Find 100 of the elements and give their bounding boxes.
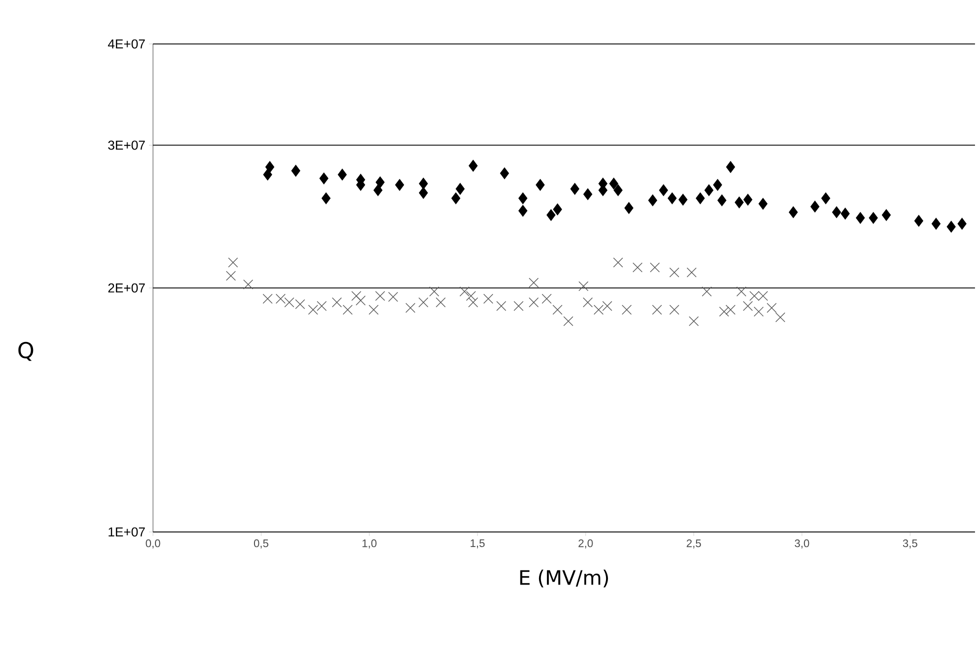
point: [546, 209, 556, 221]
point: [609, 178, 618, 190]
point: [832, 206, 842, 218]
point: [602, 301, 612, 311]
x-tick-label: 3,0: [794, 539, 810, 548]
point: [226, 270, 236, 281]
point: [228, 258, 238, 268]
point: [810, 200, 820, 212]
point: [594, 304, 604, 315]
y-tick-label: 1E+07: [108, 527, 145, 537]
x-tick-label: 1,0: [362, 539, 376, 548]
point: [468, 297, 478, 308]
point: [648, 194, 658, 206]
point: [614, 184, 623, 196]
point: [758, 198, 768, 210]
point: [338, 168, 347, 180]
point: [736, 286, 746, 296]
point: [726, 161, 736, 173]
point: [376, 176, 385, 188]
x-tick-label: 0,0: [146, 539, 160, 548]
x-tick-label: 2,0: [578, 539, 593, 548]
point: [766, 302, 777, 313]
x-tick-label: 0,5: [254, 539, 268, 548]
point: [262, 294, 273, 304]
point: [265, 161, 274, 173]
point: [688, 316, 699, 326]
point: [542, 294, 552, 304]
point: [514, 301, 524, 311]
point: [460, 286, 470, 296]
point: [276, 294, 286, 304]
point: [483, 294, 494, 304]
point: [374, 184, 382, 196]
point: [468, 160, 478, 172]
point: [742, 301, 753, 311]
y-tick-label: 3E+07: [108, 140, 145, 150]
point: [958, 218, 967, 230]
point: [570, 183, 580, 195]
point: [659, 184, 668, 196]
point: [536, 179, 545, 191]
point: [395, 179, 404, 191]
point: [243, 279, 254, 290]
point: [743, 194, 752, 206]
point: [553, 204, 562, 216]
point: [719, 306, 730, 317]
point: [496, 301, 506, 311]
point: [821, 192, 830, 204]
point: [456, 183, 465, 195]
point: [932, 218, 941, 230]
point: [717, 194, 726, 206]
point: [291, 164, 300, 177]
point: [429, 286, 440, 296]
point: [622, 304, 632, 315]
point: [686, 268, 697, 278]
point: [563, 316, 574, 326]
point: [856, 212, 865, 224]
y-axis-title: Q: [18, 342, 34, 361]
y-tick-label: 2E+07: [108, 283, 145, 293]
point: [726, 304, 736, 315]
point: [263, 168, 272, 180]
point: [946, 220, 956, 233]
point: [451, 192, 460, 204]
point: [308, 304, 318, 315]
point: [734, 196, 744, 208]
point: [669, 304, 680, 315]
x-tick-label: 2,5: [686, 539, 701, 548]
point: [678, 194, 688, 206]
point: [418, 297, 428, 308]
point: [696, 192, 705, 204]
point: [788, 206, 798, 218]
point: [322, 192, 331, 204]
point: [868, 212, 878, 224]
point: [632, 262, 642, 272]
point: [466, 291, 476, 301]
x-tick-label: 3,5: [902, 539, 918, 548]
point: [368, 304, 379, 315]
point: [388, 292, 398, 302]
point: [669, 268, 680, 278]
point: [332, 297, 342, 308]
point: [840, 208, 850, 220]
point: [882, 209, 891, 221]
point: [775, 312, 786, 322]
point: [754, 306, 764, 317]
x-axis-title: E (MV/m): [520, 570, 608, 588]
point: [613, 258, 624, 268]
point: [351, 291, 362, 301]
point: [518, 192, 528, 204]
point: [405, 302, 416, 313]
point: [668, 192, 677, 204]
point: [436, 297, 446, 308]
point: [375, 291, 386, 301]
point: [319, 172, 328, 184]
point: [418, 178, 428, 190]
point: [914, 214, 924, 227]
point: [578, 281, 588, 292]
point: [356, 296, 366, 306]
point: [342, 304, 353, 315]
point: [713, 179, 722, 191]
point: [418, 187, 428, 199]
point: [702, 286, 712, 296]
point: [582, 297, 593, 308]
